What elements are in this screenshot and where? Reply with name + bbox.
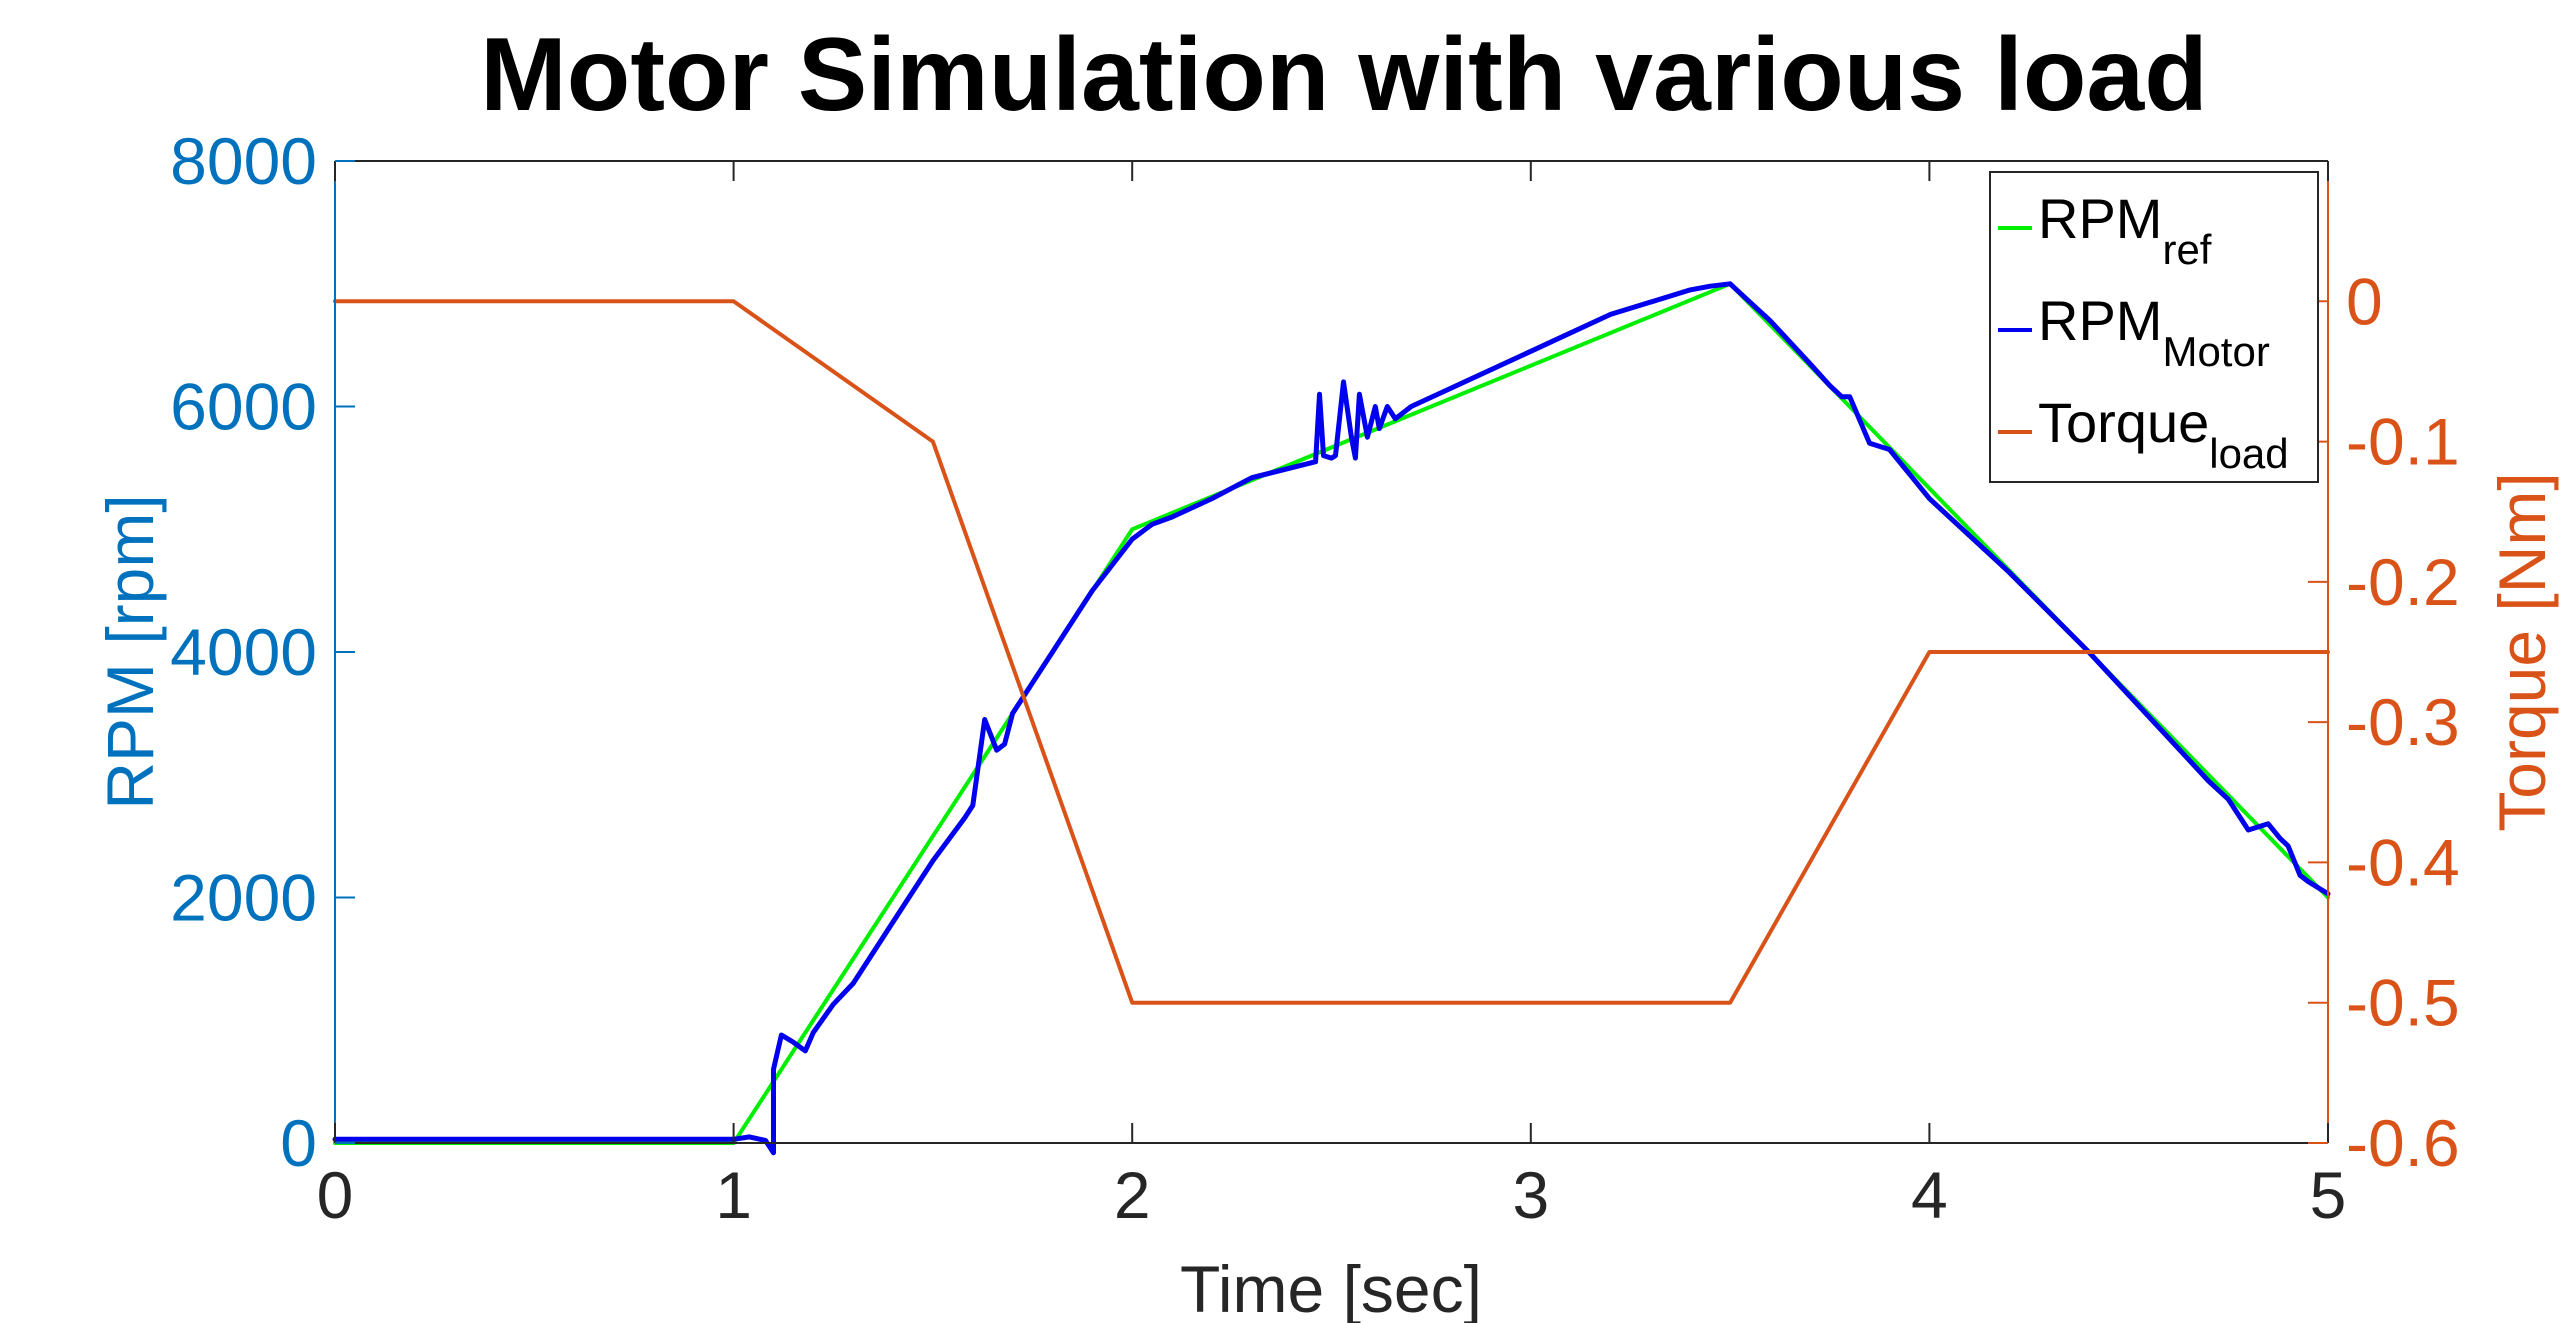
x-tick-label: 1 [715, 1158, 752, 1232]
y-tick-label-right: -0.2 [2346, 545, 2460, 619]
x-tick-label: 2 [1114, 1158, 1151, 1232]
y-tick-label-left: 8000 [170, 124, 317, 198]
x-tick-label: 5 [2310, 1158, 2347, 1232]
axes-layer: 0 1 2 3 4 5 0 2000 4000 6000 8000 -0.6 -0.5 -0.4 -0.3 -… [170, 124, 2460, 1232]
y-tick-label-left: 2000 [170, 861, 317, 935]
y-axis-label-right: Torque [Nm] [2485, 472, 2559, 831]
x-tick-label: 3 [1512, 1158, 1549, 1232]
series-line-rpm-motor [332, 281, 2331, 1156]
legend-label: Torqueload [2038, 391, 2289, 477]
y-tick-label-right: -0.1 [2346, 405, 2460, 479]
y-tick-label-right: -0.3 [2346, 685, 2460, 759]
y-axis-label-left: RPM [rpm] [93, 494, 167, 809]
y-tick-label-left: 4000 [170, 615, 317, 689]
chart-title: Motor Simulation with various load [480, 17, 2208, 133]
y-tick-label-right: -0.6 [2346, 1106, 2460, 1180]
x-axis-label: Time [sec] [1180, 1252, 1482, 1323]
y-tick-label-right: -0.5 [2346, 966, 2460, 1040]
legend: RPMref RPMMotor Torqueload [1989, 171, 2319, 483]
x-tick-label: 0 [317, 1158, 354, 1232]
y-tick-label-right: 0 [2346, 264, 2383, 338]
y-tick-label-left: 0 [280, 1106, 317, 1180]
x-tick-label: 4 [1911, 1158, 1948, 1232]
legend-label: RPMref [2038, 187, 2212, 273]
legend-label: RPMMotor [2038, 289, 2270, 375]
y-tick-label-right: -0.4 [2346, 825, 2460, 899]
legend-box [1989, 171, 2319, 483]
series-line-torque-load [333, 299, 2330, 1005]
y-tick-label-left: 6000 [170, 370, 317, 444]
